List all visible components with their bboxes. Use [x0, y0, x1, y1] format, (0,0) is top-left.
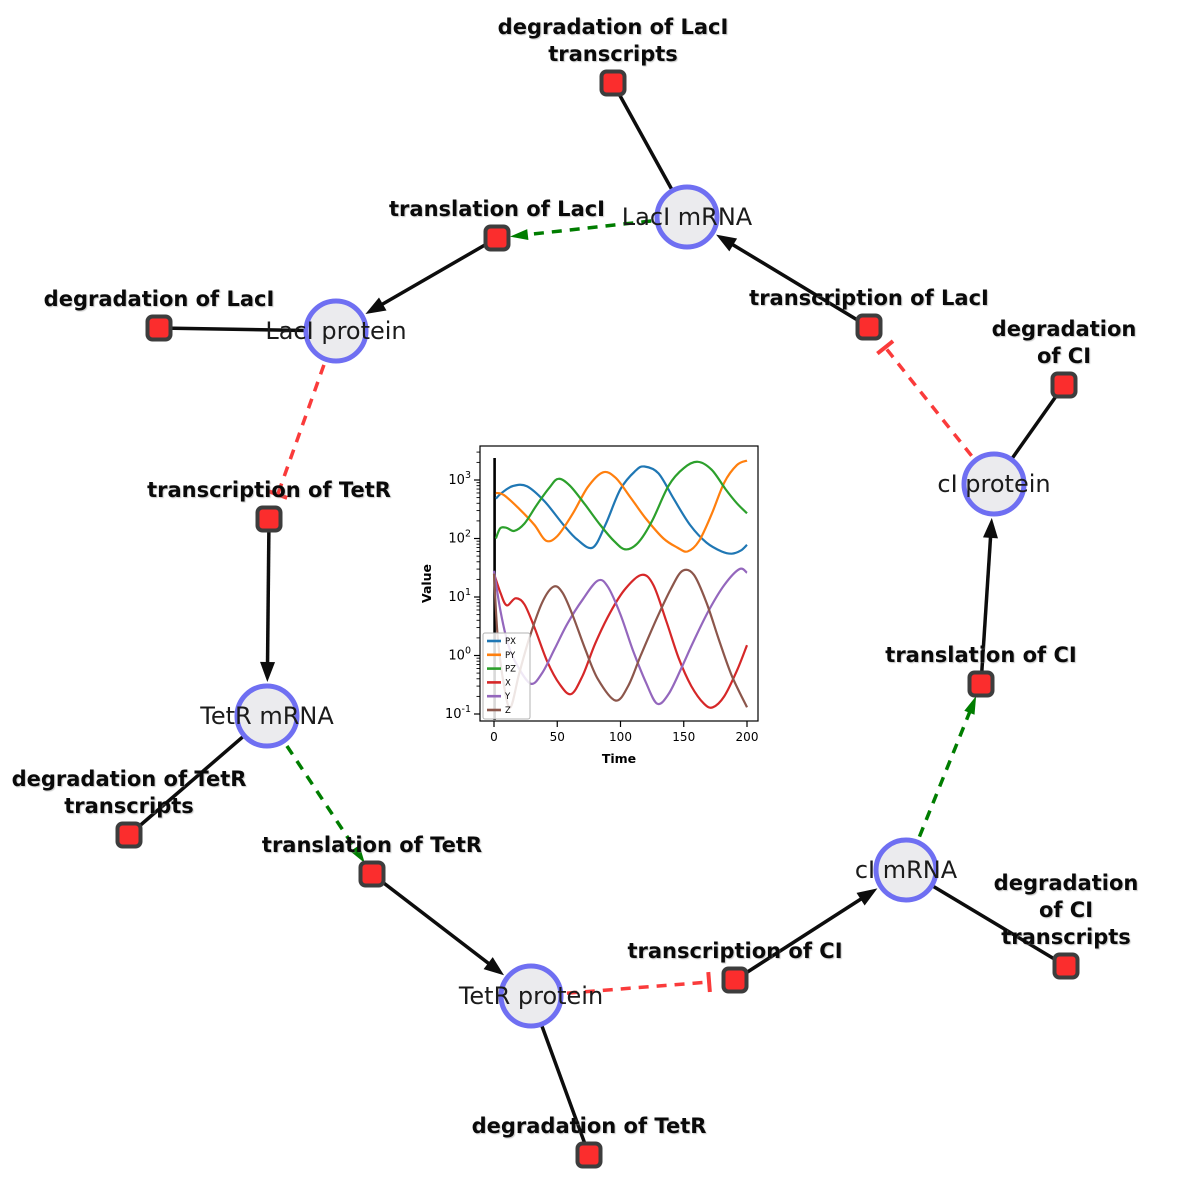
edge-tetr-mrna-to-translation-of-tetr-arrowhead [350, 845, 365, 864]
reaction-node-transcription-of-tetr[interactable] [255, 505, 283, 533]
species-node-ci-protein[interactable] [961, 451, 1027, 517]
reaction-node-translation-of-ci[interactable] [967, 670, 995, 698]
x-tick-label: 50 [550, 730, 565, 744]
legend-label-PY: PY [505, 651, 516, 661]
y-tick-label: 102 [448, 529, 471, 547]
edge-tetr-protein-to-transcription-of-ci-tbar [706, 971, 712, 993]
species-node-tetr-mrna[interactable] [234, 683, 300, 749]
edge-transcription-of-ci-to-ci-mrna-arrowhead [856, 888, 878, 906]
x-tick-label: 100 [609, 730, 632, 744]
simulation-plot: 0 50 100 150 200 10-1 100 101 102 103 Time Value PX P… [415, 428, 775, 778]
species-node-laci-protein[interactable] [303, 298, 369, 364]
reaction-node-degradation-of-ci-transcripts[interactable] [1052, 952, 1080, 980]
chart-legend: PX PY PZ XYZ [482, 632, 531, 720]
legend-label-Y: Y [504, 692, 511, 702]
edge-transcription-of-ci-to-ci-mrna [734, 894, 867, 982]
y-tick-label: 100 [448, 646, 471, 664]
chart-series-Y [492, 567, 748, 706]
x-tick-label: 150 [672, 730, 695, 744]
edge-transcription-of-tetr-to-tetr-mrna-arrowhead [260, 661, 276, 683]
y-tick-label: 101 [448, 587, 471, 605]
edge-transcription-of-laci-to-laci-mrna-arrowhead [716, 234, 738, 252]
legend-label-Z: Z [505, 706, 511, 716]
chart-xlabel: Time [602, 751, 636, 766]
chart-ylabel: Value [419, 564, 434, 603]
edge-translation-of-tetr-to-tetr-protein [370, 872, 494, 969]
reaction-node-transcription-of-laci[interactable] [855, 313, 883, 341]
edge-translation-of-ci-to-ci-protein-arrowhead [983, 517, 998, 539]
chart-series-PY [495, 459, 748, 553]
chart-series-X [492, 573, 749, 709]
edge-laci-protein-to-transcription-of-tetr [276, 330, 338, 496]
edge-ci-protein-to-transcription-of-laci [883, 346, 996, 486]
chart-svg: 0 50 100 150 20010-1100101102103TimeValuePXP… [419, 445, 759, 766]
legend-label-PX: PX [505, 637, 516, 647]
reaction-node-degradation-of-ci[interactable] [1050, 371, 1078, 399]
x-tick-label: 0 [490, 730, 498, 744]
x-tick-label: 200 [736, 730, 759, 744]
edge-translation-of-laci-to-laci-protein-arrowhead [365, 297, 387, 314]
reaction-node-degradation-of-tetr-transcripts[interactable] [115, 821, 143, 849]
species-node-laci-mrna[interactable] [654, 184, 720, 250]
edge-ci-mrna-to-translation-of-ci-arrowhead [964, 696, 977, 715]
legend-label-PZ: PZ [505, 665, 516, 675]
edge-transcription-of-laci-to-laci-mrna [727, 240, 870, 329]
edge-translation-of-laci-to-laci-protein [376, 236, 498, 309]
chart-axes-box [479, 445, 759, 722]
reaction-node-translation-of-tetr[interactable] [358, 860, 386, 888]
reaction-node-translation-of-laci[interactable] [483, 224, 511, 252]
chart-series-Z [492, 568, 748, 709]
edge-translation-of-tetr-to-tetr-protein-arrowhead [483, 957, 505, 976]
reaction-node-transcription-of-ci[interactable] [721, 966, 749, 994]
reaction-node-degradation-of-laci[interactable] [145, 314, 173, 342]
legend-label-X: X [505, 678, 511, 688]
chart-series-PZ [494, 460, 748, 551]
reaction-node-degradation-of-laci-transcripts[interactable] [599, 69, 627, 97]
edge-translation-of-ci-to-ci-protein [979, 531, 993, 685]
edge-laci-mrna-to-translation-of-laci-arrowhead [509, 229, 529, 241]
species-node-ci-mrna[interactable] [873, 837, 939, 903]
chart-series-PX [495, 465, 748, 555]
y-tick-label: 10-1 [445, 704, 471, 722]
reaction-node-degradation-of-tetr[interactable] [575, 1141, 603, 1169]
edge-ci-protein-to-transcription-of-laci-tbar [876, 339, 895, 356]
y-tick-label: 103 [448, 470, 471, 488]
species-node-tetr-protein[interactable] [498, 963, 564, 1029]
edge-transcription-of-tetr-to-tetr-mrna [265, 518, 271, 669]
edge-tetr-protein-to-transcription-of-ci [530, 980, 710, 998]
edge-laci-protein-to-transcription-of-tetr-tbar [267, 489, 288, 500]
